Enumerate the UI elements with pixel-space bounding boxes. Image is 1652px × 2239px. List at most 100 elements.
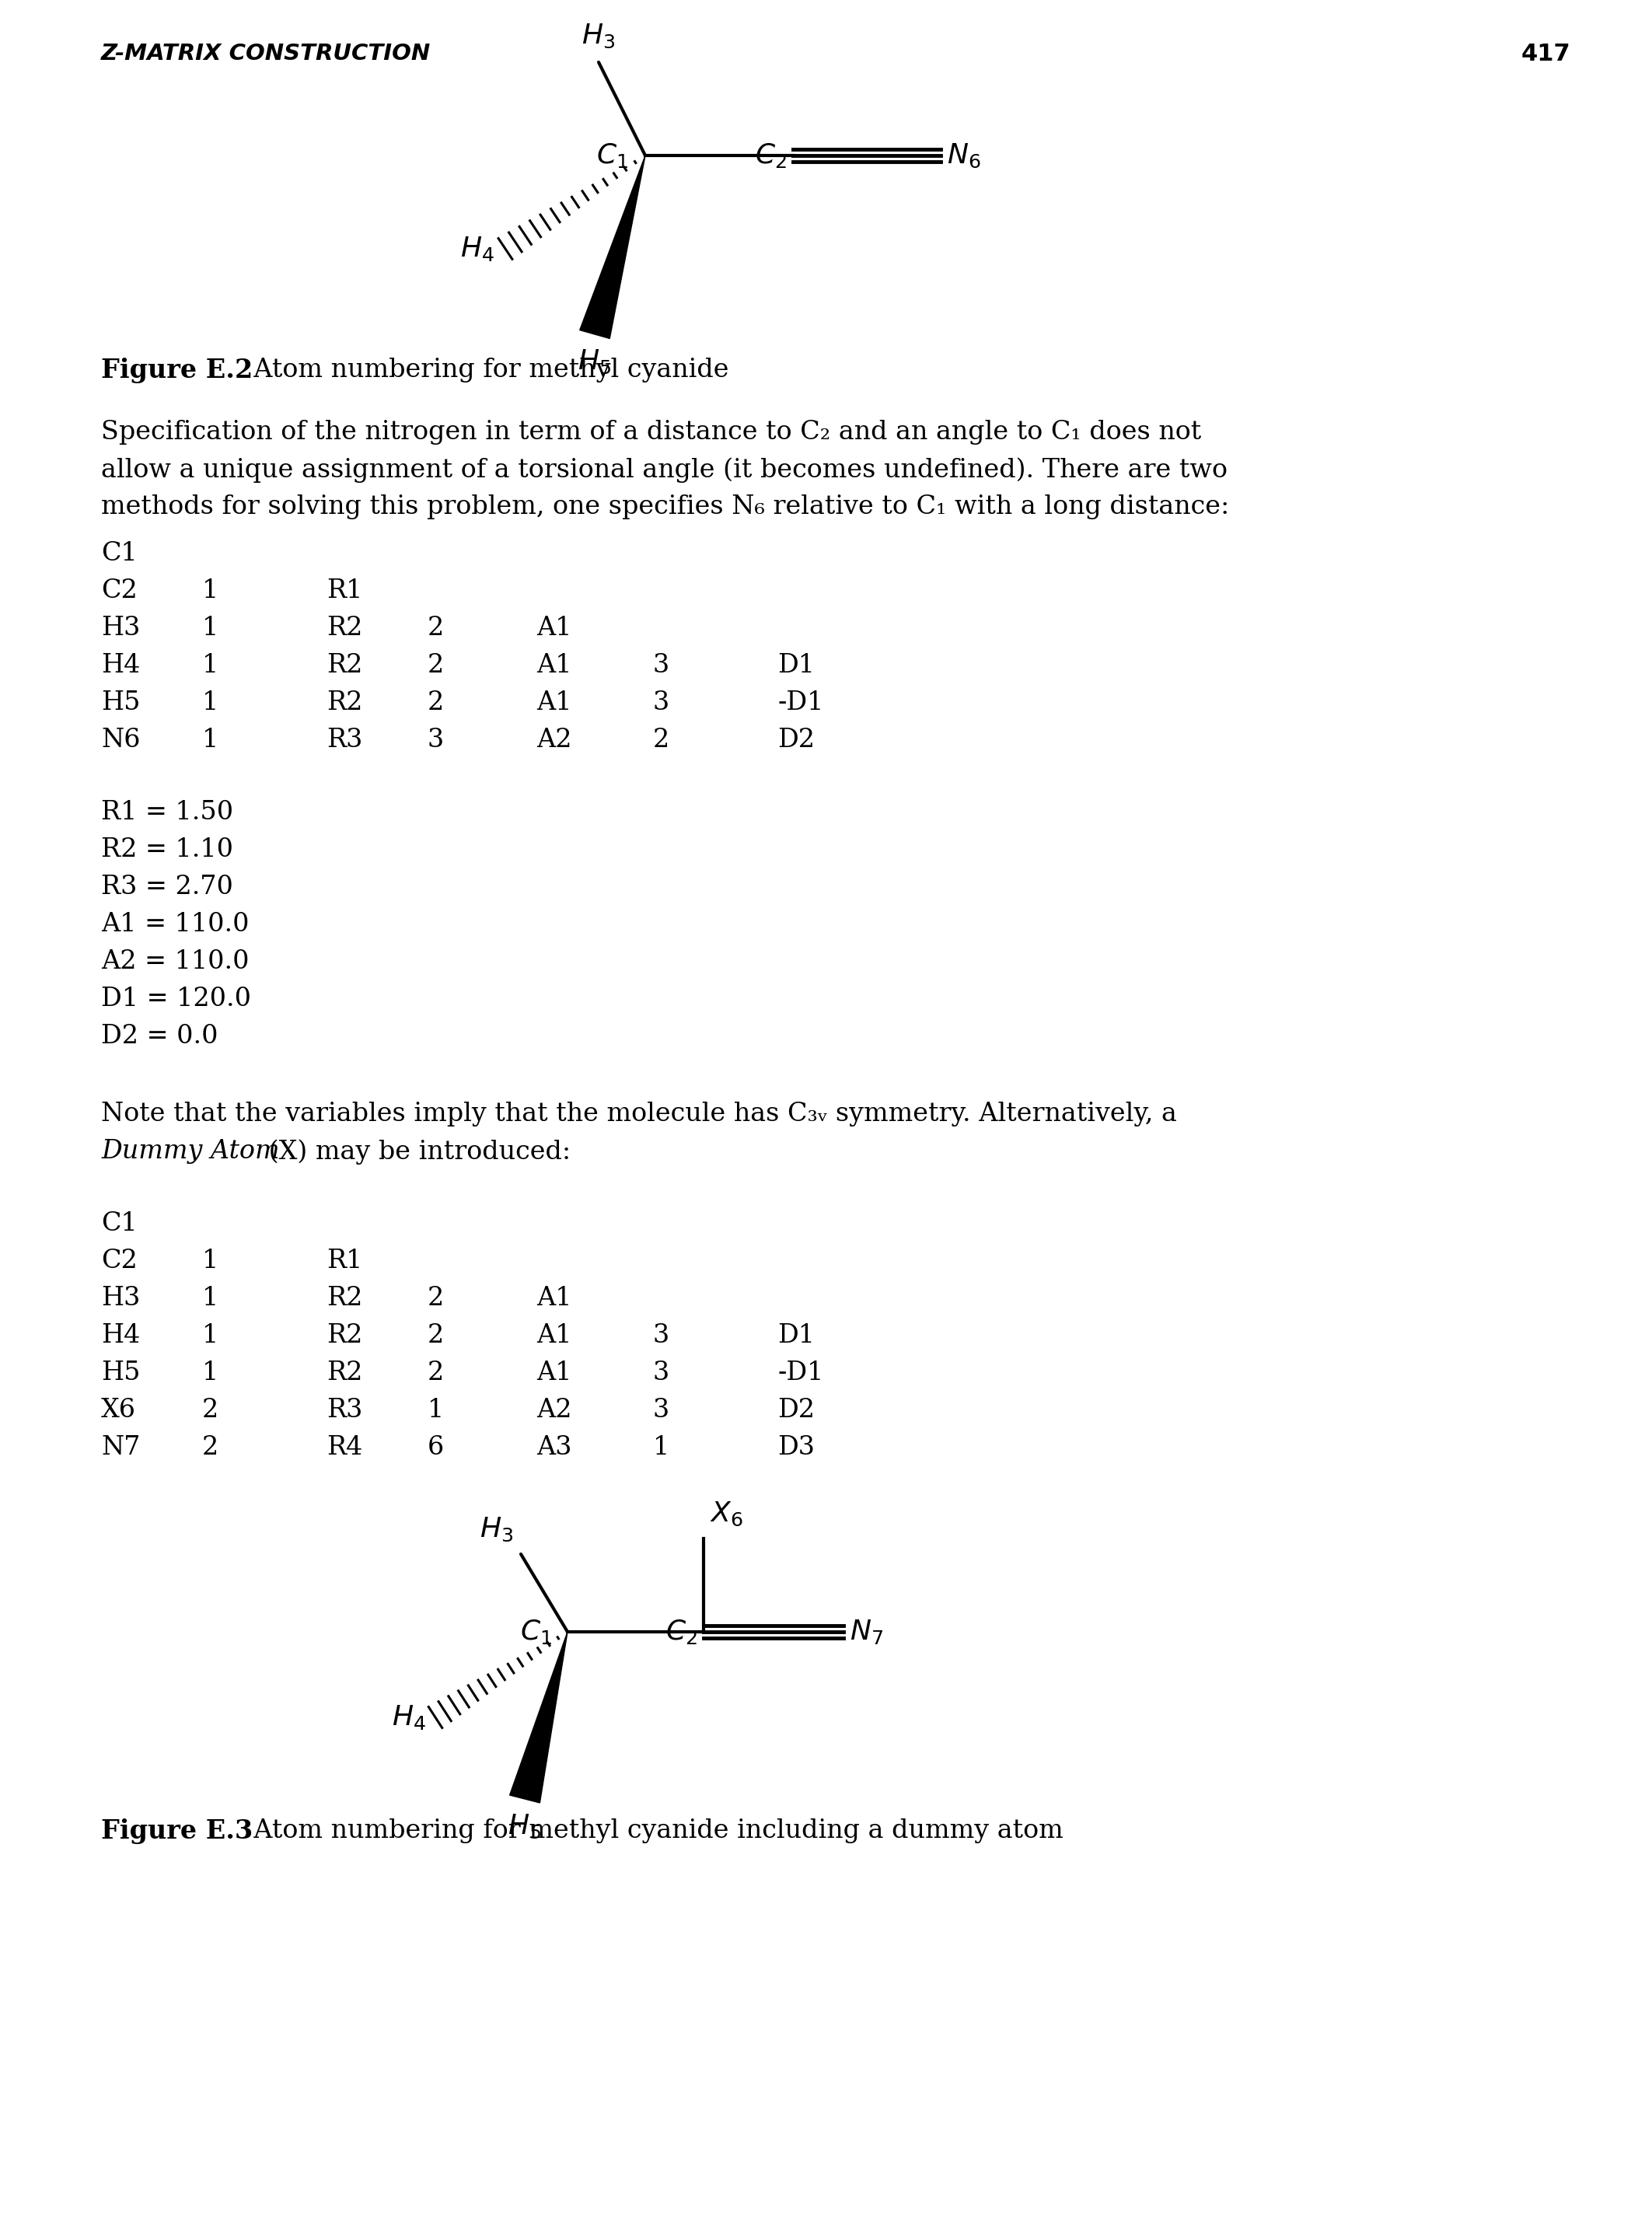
Text: R1 = 1.50: R1 = 1.50 xyxy=(101,799,233,824)
Text: Atom numbering for methyl cyanide: Atom numbering for methyl cyanide xyxy=(238,358,729,383)
Text: R2: R2 xyxy=(327,690,362,714)
Text: $H_4$: $H_4$ xyxy=(392,1704,426,1731)
Text: 1: 1 xyxy=(202,578,218,602)
Text: C2: C2 xyxy=(101,578,137,602)
Text: 1: 1 xyxy=(202,1249,218,1274)
Text: C2: C2 xyxy=(101,1249,137,1274)
Text: 2: 2 xyxy=(428,654,444,678)
Text: 3: 3 xyxy=(653,1397,669,1422)
Text: R1: R1 xyxy=(327,1249,362,1274)
Text: 3: 3 xyxy=(428,728,444,752)
Text: 3: 3 xyxy=(653,1361,669,1386)
Text: R2: R2 xyxy=(327,654,362,678)
Text: R2 = 1.10: R2 = 1.10 xyxy=(101,837,233,862)
Text: -D1: -D1 xyxy=(778,690,824,714)
Text: 2: 2 xyxy=(653,728,669,752)
Text: (X) may be introduced:: (X) may be introduced: xyxy=(261,1140,572,1164)
Text: A1: A1 xyxy=(537,1361,572,1386)
Text: R1: R1 xyxy=(327,578,362,602)
Text: 2: 2 xyxy=(428,1323,444,1348)
Text: N6: N6 xyxy=(101,728,140,752)
Text: Note that the variables imply that the molecule has C₃ᵥ symmetry. Alternatively,: Note that the variables imply that the m… xyxy=(101,1102,1176,1126)
Text: 2: 2 xyxy=(428,1285,444,1310)
Text: 6: 6 xyxy=(428,1435,444,1460)
Text: Figure E.3: Figure E.3 xyxy=(101,1818,253,1845)
Text: R2: R2 xyxy=(327,616,362,640)
Text: $C_1$: $C_1$ xyxy=(596,141,628,170)
Text: A2: A2 xyxy=(537,728,572,752)
Text: A3: A3 xyxy=(537,1435,572,1460)
Text: D1 = 120.0: D1 = 120.0 xyxy=(101,987,251,1012)
Text: Z-MATRIX CONSTRUCTION: Z-MATRIX CONSTRUCTION xyxy=(101,43,431,65)
Text: 1: 1 xyxy=(653,1435,669,1460)
Text: 2: 2 xyxy=(202,1397,218,1422)
Text: D3: D3 xyxy=(778,1435,814,1460)
Text: D2: D2 xyxy=(778,728,814,752)
Text: D2 = 0.0: D2 = 0.0 xyxy=(101,1023,218,1048)
Text: R3: R3 xyxy=(327,728,362,752)
Text: R2: R2 xyxy=(327,1361,362,1386)
Text: H4: H4 xyxy=(101,654,140,678)
Text: X6: X6 xyxy=(101,1397,135,1422)
Text: D1: D1 xyxy=(778,1323,814,1348)
Text: 3: 3 xyxy=(653,654,669,678)
Text: R2: R2 xyxy=(327,1323,362,1348)
Text: 2: 2 xyxy=(428,616,444,640)
Text: R4: R4 xyxy=(327,1435,362,1460)
Text: A1 = 110.0: A1 = 110.0 xyxy=(101,911,249,936)
Text: A1: A1 xyxy=(537,690,572,714)
Text: A1: A1 xyxy=(537,654,572,678)
Text: D2: D2 xyxy=(778,1397,814,1422)
Text: 2: 2 xyxy=(428,1361,444,1386)
Text: 1: 1 xyxy=(202,728,218,752)
Text: 3: 3 xyxy=(653,1323,669,1348)
Text: methods for solving this problem, one specifies N₆ relative to C₁ with a long di: methods for solving this problem, one sp… xyxy=(101,495,1229,519)
Text: H5: H5 xyxy=(101,1361,140,1386)
Text: C1: C1 xyxy=(101,542,137,566)
Text: $N_6$: $N_6$ xyxy=(947,141,981,170)
Text: 1: 1 xyxy=(202,616,218,640)
Text: 417: 417 xyxy=(1521,43,1571,65)
Text: A2: A2 xyxy=(537,1397,572,1422)
Text: $H_5$: $H_5$ xyxy=(509,1814,542,1840)
Text: $X_6$: $X_6$ xyxy=(710,1500,743,1527)
Text: N7: N7 xyxy=(101,1435,140,1460)
Text: 1: 1 xyxy=(202,1323,218,1348)
Text: H3: H3 xyxy=(101,616,140,640)
Text: C1: C1 xyxy=(101,1211,137,1236)
Text: $H_3$: $H_3$ xyxy=(479,1516,514,1543)
Text: D1: D1 xyxy=(778,654,814,678)
Text: $H_3$: $H_3$ xyxy=(582,22,616,49)
Text: R3: R3 xyxy=(327,1397,362,1422)
Text: 1: 1 xyxy=(202,654,218,678)
Text: 2: 2 xyxy=(202,1435,218,1460)
Text: H3: H3 xyxy=(101,1285,140,1310)
Text: allow a unique assignment of a torsional angle (it becomes undefined). There are: allow a unique assignment of a torsional… xyxy=(101,457,1227,484)
Text: R3 = 2.70: R3 = 2.70 xyxy=(101,875,233,900)
Polygon shape xyxy=(510,1632,568,1802)
Text: Dummy Atom: Dummy Atom xyxy=(101,1140,279,1164)
Text: Specification of the nitrogen in term of a distance to C₂ and an angle to C₁ doe: Specification of the nitrogen in term of… xyxy=(101,421,1201,446)
Text: $N_7$: $N_7$ xyxy=(849,1619,884,1646)
Text: 1: 1 xyxy=(202,1361,218,1386)
Text: 3: 3 xyxy=(653,690,669,714)
Text: $H_5$: $H_5$ xyxy=(578,349,611,376)
Text: A2 = 110.0: A2 = 110.0 xyxy=(101,949,249,974)
Text: H5: H5 xyxy=(101,690,140,714)
Text: A1: A1 xyxy=(537,616,572,640)
Polygon shape xyxy=(580,154,646,338)
Text: $H_4$: $H_4$ xyxy=(461,235,494,262)
Text: $C_2$: $C_2$ xyxy=(666,1619,697,1646)
Text: R2: R2 xyxy=(327,1285,362,1310)
Text: A1: A1 xyxy=(537,1285,572,1310)
Text: A1: A1 xyxy=(537,1323,572,1348)
Text: -D1: -D1 xyxy=(778,1361,824,1386)
Text: Atom numbering for methyl cyanide including a dummy atom: Atom numbering for methyl cyanide includ… xyxy=(238,1818,1064,1843)
Text: 1: 1 xyxy=(428,1397,444,1422)
Text: $C_1$: $C_1$ xyxy=(520,1619,552,1646)
Text: H4: H4 xyxy=(101,1323,140,1348)
Text: Figure E.2: Figure E.2 xyxy=(101,358,253,383)
Text: 2: 2 xyxy=(428,690,444,714)
Text: $C_2$: $C_2$ xyxy=(755,141,786,170)
Text: 1: 1 xyxy=(202,1285,218,1310)
